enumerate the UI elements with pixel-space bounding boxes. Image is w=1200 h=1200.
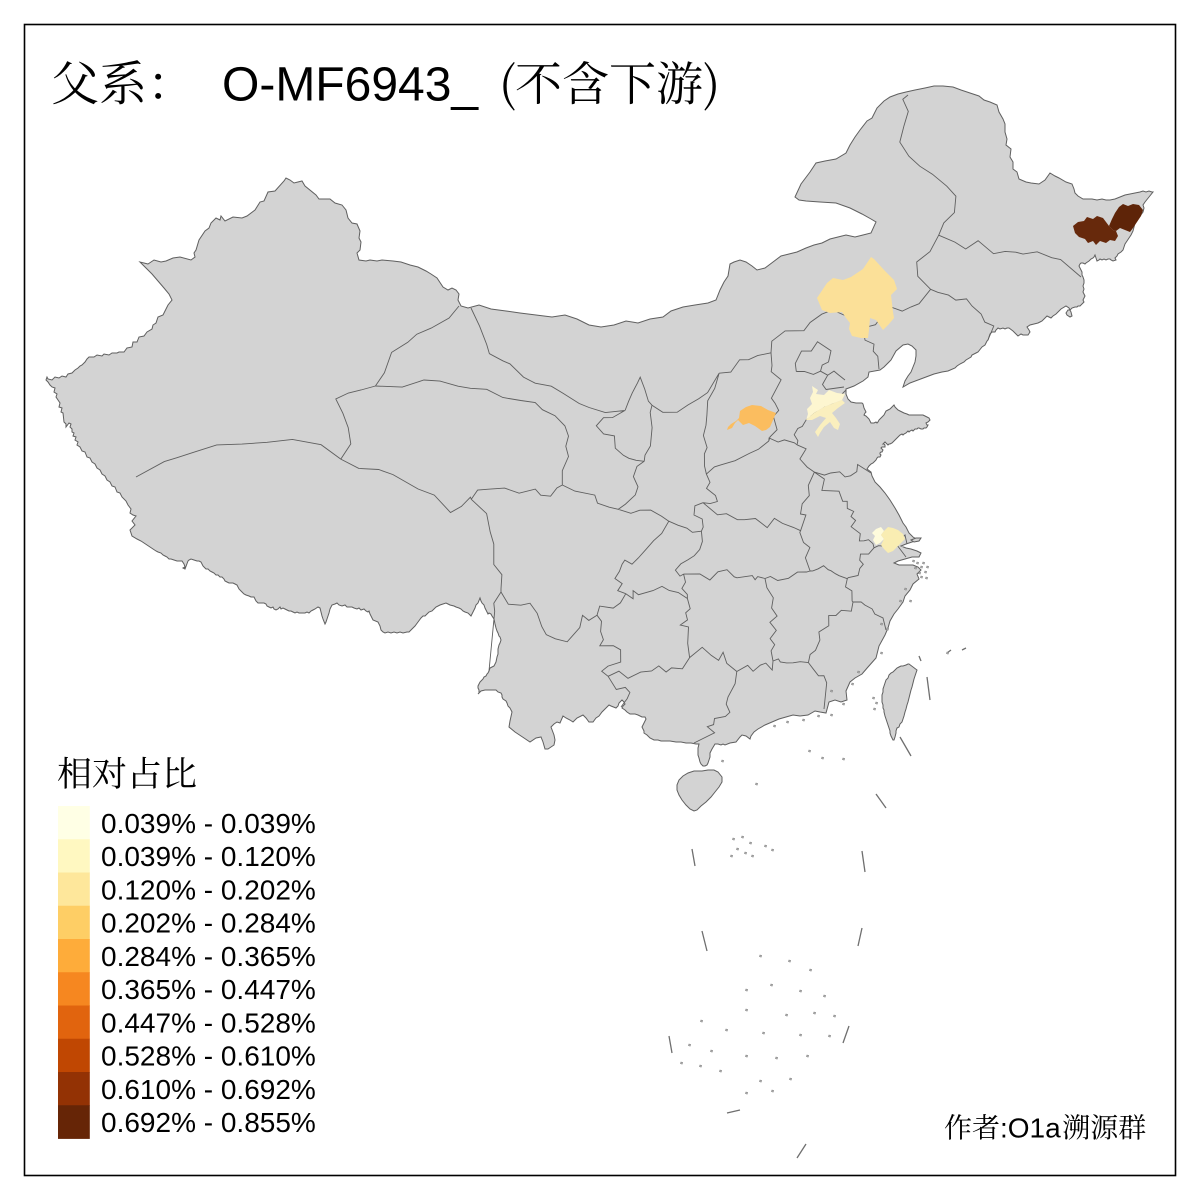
svg-text:0.120% - 0.202%: 0.120% - 0.202%	[101, 874, 316, 905]
svg-text:0.528% - 0.610%: 0.528% - 0.610%	[101, 1041, 316, 1072]
svg-text:0.692% - 0.855%: 0.692% - 0.855%	[101, 1107, 316, 1138]
svg-text::O1a: :O1a	[1000, 1113, 1061, 1144]
svg-text:0.610% - 0.692%: 0.610% - 0.692%	[101, 1074, 316, 1105]
svg-text:0.039% - 0.039%: 0.039% - 0.039%	[101, 808, 316, 839]
svg-text:0.365% - 0.447%: 0.365% - 0.447%	[101, 974, 316, 1005]
svg-text:O-MF6943_: O-MF6943_	[222, 59, 479, 112]
svg-text:0.202% - 0.284%: 0.202% - 0.284%	[101, 908, 316, 939]
svg-text:0.039% - 0.120%: 0.039% - 0.120%	[101, 841, 316, 872]
svg-text:0.284% - 0.365%: 0.284% - 0.365%	[101, 941, 316, 972]
svg-text:0.447% - 0.528%: 0.447% - 0.528%	[101, 1007, 316, 1038]
